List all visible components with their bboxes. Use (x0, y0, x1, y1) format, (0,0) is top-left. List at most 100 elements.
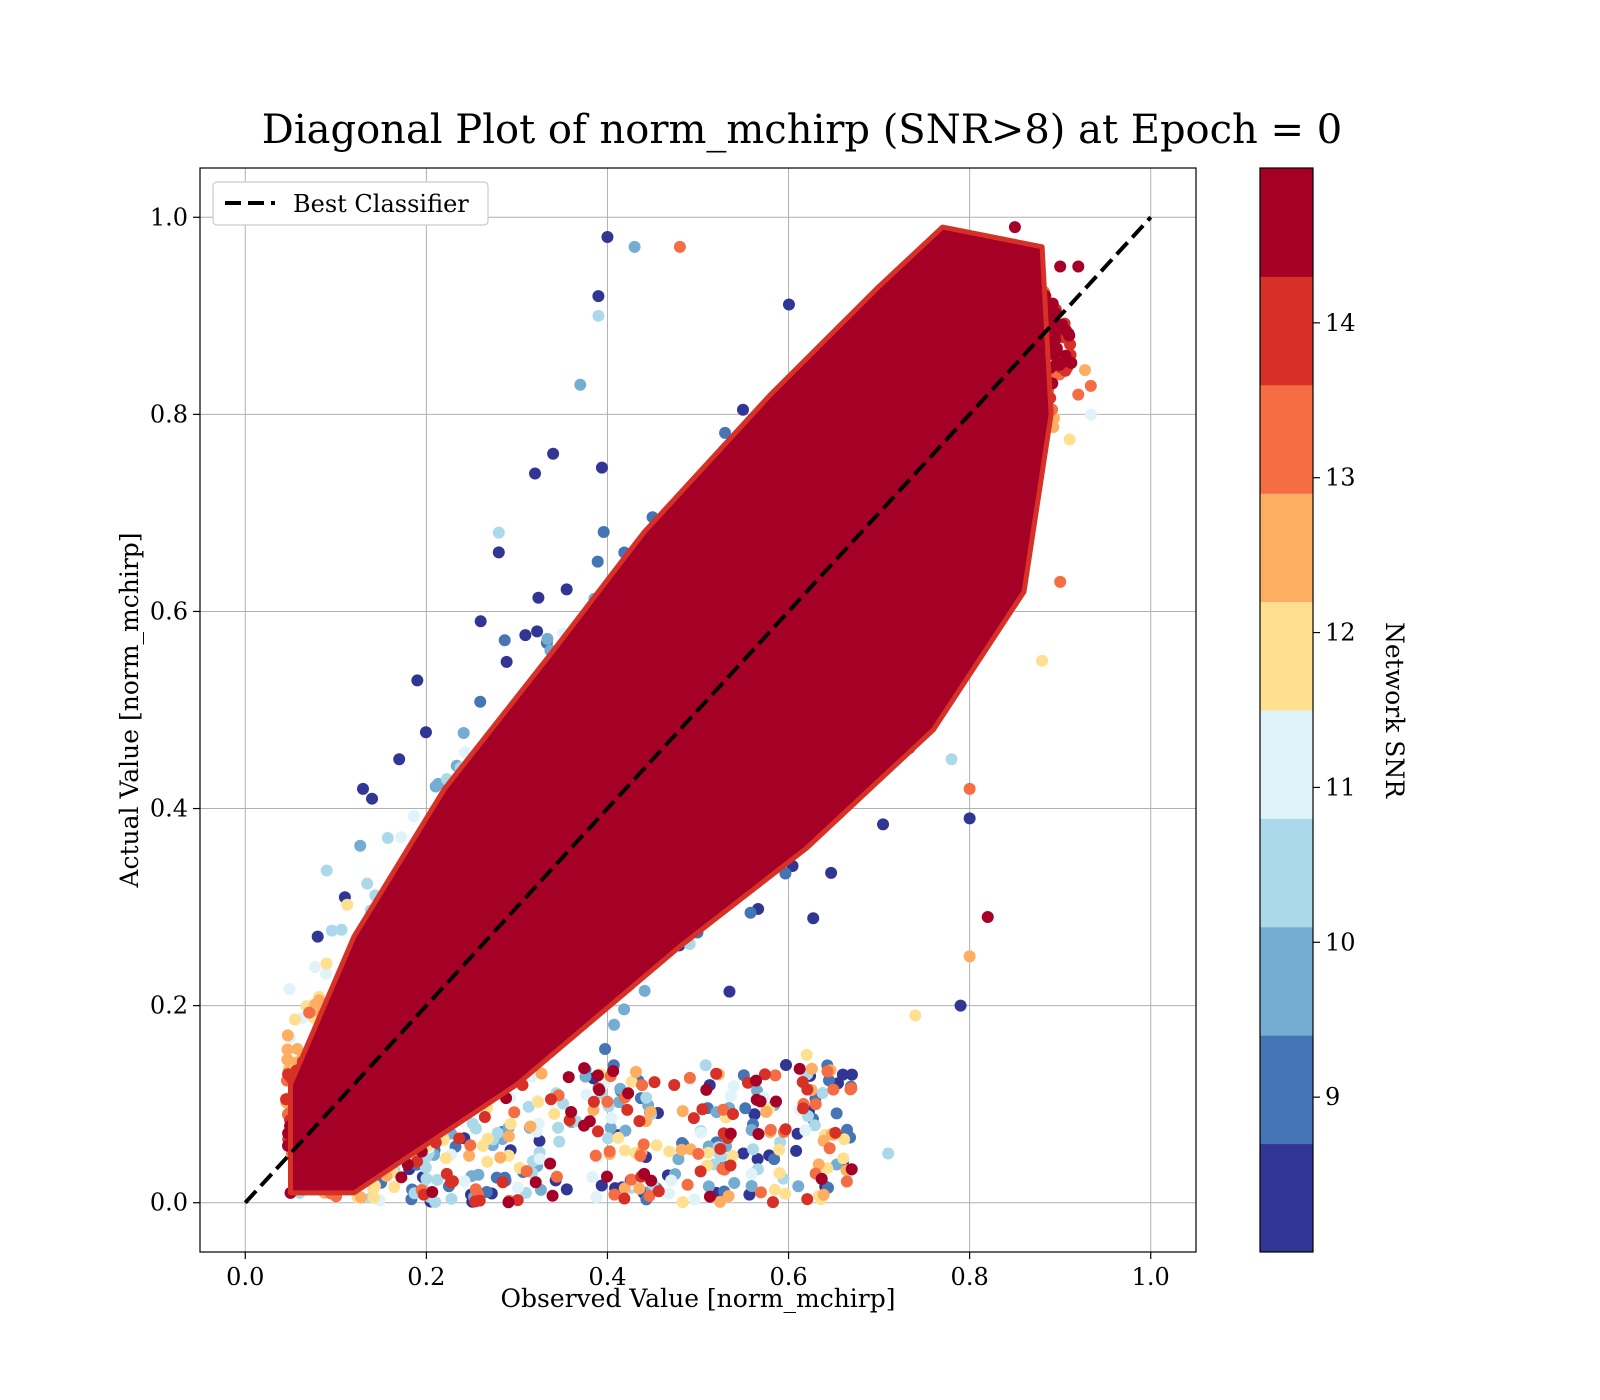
data-point (473, 1194, 486, 1207)
data-point (643, 1189, 656, 1202)
colorbar-segment (1260, 1035, 1313, 1145)
data-point (565, 1105, 578, 1118)
data-point (395, 1171, 408, 1184)
data-point (281, 1029, 294, 1042)
data-point (320, 864, 333, 877)
data-point (728, 1177, 741, 1190)
data-point (431, 1173, 444, 1186)
data-point (724, 1089, 737, 1102)
data-point (586, 1171, 599, 1184)
data-point (681, 1178, 694, 1191)
x-axis-label: Observed Value [norm_mchirp] (500, 1284, 895, 1313)
data-point (519, 629, 532, 642)
data-point (457, 726, 470, 739)
data-point (474, 695, 487, 708)
data-point (633, 1115, 646, 1128)
data-point (882, 1147, 895, 1160)
data-point (463, 1149, 476, 1162)
colorbar-label: Network SNR (1380, 622, 1409, 799)
data-point (963, 782, 976, 795)
data-point (710, 1067, 723, 1080)
y-tick-label: 0.0 (150, 1189, 188, 1217)
data-point (829, 1126, 842, 1139)
data-point (283, 982, 296, 995)
data-point (1053, 359, 1066, 372)
data-point (419, 1161, 432, 1174)
data-point (583, 1115, 596, 1128)
y-tick-label: 0.2 (150, 992, 188, 1020)
data-point (320, 957, 333, 970)
x-tick-label: 0.6 (769, 1263, 807, 1291)
data-point (420, 1172, 433, 1185)
data-point (726, 1149, 739, 1162)
data-point (621, 1103, 634, 1116)
data-point (696, 1103, 709, 1116)
data-point (618, 1003, 631, 1016)
colorbar-tick-label: 9 (1325, 1083, 1340, 1111)
data-point (636, 1079, 649, 1092)
x-tick-label: 1.0 (1132, 1263, 1170, 1291)
data-point (719, 426, 732, 439)
data-point (625, 1173, 638, 1186)
data-point (541, 632, 554, 645)
data-point (954, 999, 967, 1012)
data-point (700, 1083, 713, 1096)
data-point (494, 1151, 507, 1164)
data-point (453, 1132, 466, 1145)
data-point (546, 1189, 559, 1202)
data-point (608, 1018, 621, 1031)
data-point (702, 1180, 715, 1193)
data-point (356, 782, 369, 795)
data-point (1054, 260, 1067, 273)
data-point (550, 1170, 563, 1183)
legend-box (212, 181, 489, 226)
data-point (1085, 408, 1098, 421)
best-classifier-line (243, 215, 1153, 1205)
data-point (419, 726, 432, 739)
data-point (354, 839, 367, 852)
data-point (793, 1062, 806, 1075)
data-point (601, 1132, 614, 1145)
data-point (1054, 575, 1067, 588)
data-point (407, 810, 420, 823)
data-point (587, 1095, 600, 1108)
data-point (644, 1105, 657, 1118)
data-point (320, 967, 333, 980)
data-point (411, 674, 424, 687)
data-point (592, 290, 605, 303)
y-tick-label: 1.0 (150, 203, 188, 231)
data-point (476, 1139, 489, 1152)
data-point (605, 1111, 618, 1124)
y-tick-label: 0.6 (150, 597, 188, 625)
data-point (601, 1095, 614, 1108)
data-point (469, 1183, 482, 1196)
colorbar-segment (1260, 710, 1313, 819)
data-point (683, 1071, 696, 1084)
data-point (945, 753, 958, 766)
data-point (531, 625, 544, 638)
data-point (815, 1172, 828, 1185)
data-point (603, 1145, 616, 1158)
data-point (717, 1103, 730, 1116)
data-point (745, 1179, 758, 1192)
data-point (544, 1157, 557, 1170)
data-point (877, 818, 890, 831)
data-point (739, 1102, 752, 1115)
data-point (807, 912, 820, 925)
data-point (502, 1196, 515, 1209)
data-point (532, 1096, 545, 1109)
data-point (466, 1117, 479, 1130)
data-point (640, 1091, 653, 1104)
colorbar-tick-label: 11 (1325, 773, 1356, 801)
data-point (393, 753, 406, 766)
data-point (496, 1176, 509, 1189)
data-point (591, 1069, 604, 1082)
data-point (726, 1108, 739, 1121)
data-point (1048, 347, 1061, 360)
data-point (1063, 433, 1076, 446)
data-point (429, 1195, 442, 1208)
data-point (830, 1107, 843, 1120)
data-point (816, 1086, 829, 1099)
data-point (500, 655, 513, 668)
data-point (440, 1152, 453, 1165)
